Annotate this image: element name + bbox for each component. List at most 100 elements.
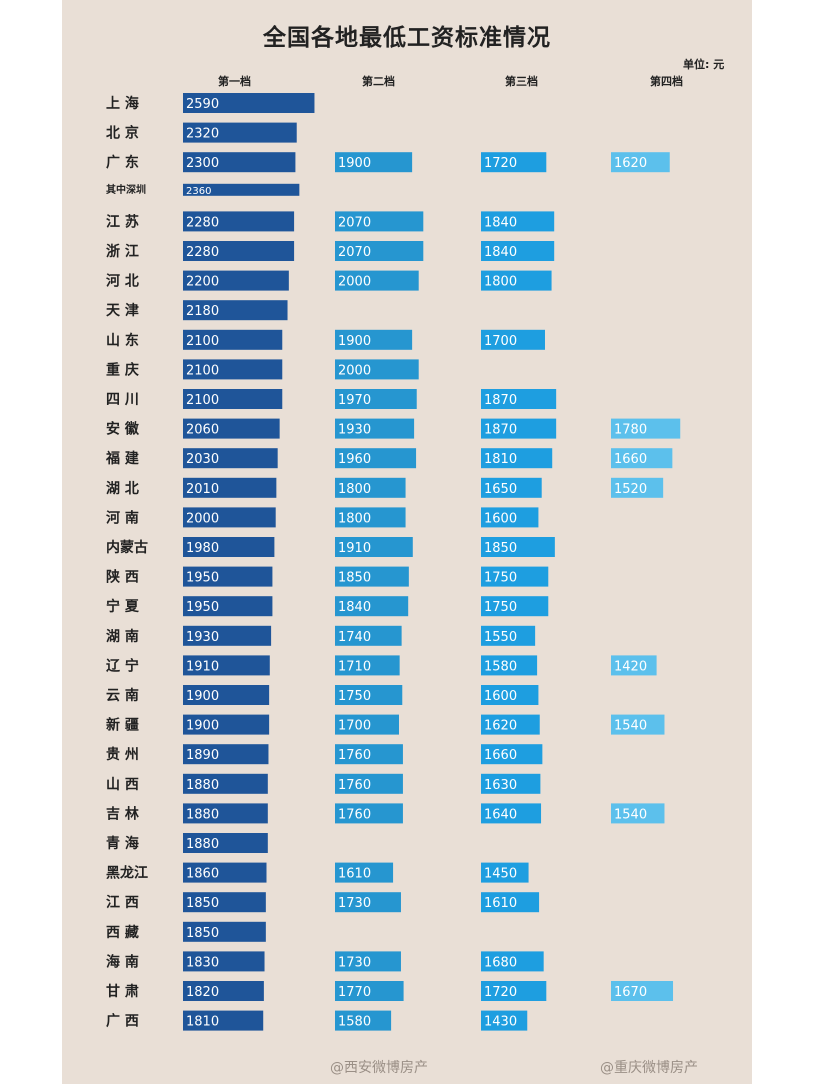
bar-2: [335, 418, 415, 439]
bar-value-label: 1610: [338, 867, 371, 882]
bar-4: [611, 477, 664, 498]
bar-3: [481, 1010, 528, 1031]
bar-value-label: 2030: [186, 452, 219, 467]
bar-4: [611, 655, 657, 676]
bar-value-label: 1900: [338, 156, 371, 171]
bar-value-label: 1550: [484, 630, 517, 645]
bar-1: [183, 1010, 264, 1031]
bar-3: [481, 389, 557, 409]
bar-1: [183, 241, 295, 261]
bar-1: [183, 477, 277, 498]
bar-value-label: 1620: [484, 719, 517, 734]
bar-2: [335, 241, 424, 261]
watermark-left: @西安微博房产: [330, 1060, 428, 1076]
bar-value-label: 2000: [338, 363, 371, 378]
bar-value-label: 1760: [338, 778, 371, 793]
row-label: 黑龙江: [106, 865, 148, 882]
row-label: 上 海: [106, 95, 139, 112]
bar-1: [183, 537, 275, 557]
row-label: 宁 夏: [106, 598, 140, 615]
bar-value-label: 1650: [484, 482, 517, 497]
bar-3: [481, 803, 542, 824]
bar-value-label: 1910: [338, 541, 371, 556]
row-label: 吉 林: [106, 805, 139, 822]
bar-value-label: 2060: [186, 423, 219, 438]
row-label: 安 徽: [106, 421, 140, 438]
bar-1: [183, 892, 266, 913]
bar-3: [481, 507, 539, 528]
bar-2: [335, 892, 401, 913]
row-label: 辽 宁: [106, 657, 139, 674]
bar-value-label: 1420: [614, 659, 647, 674]
row-label: 四 川: [106, 392, 139, 408]
bar-1: [183, 389, 283, 409]
bar-1: [183, 329, 283, 350]
bar-value-label: 1770: [338, 985, 371, 1000]
bar-value-label: 2200: [186, 275, 219, 290]
bar-value-label: 1890: [186, 748, 219, 763]
bar-1: [183, 93, 315, 113]
row-label: 其中深圳: [106, 183, 146, 196]
row-label: 湖 北: [106, 481, 139, 497]
bar-3: [481, 655, 538, 676]
bar-4: [611, 448, 673, 469]
bar-value-label: 1750: [484, 571, 517, 586]
bar-value-label: 2000: [186, 511, 219, 526]
bar-3: [481, 477, 542, 498]
bar-value-label: 1860: [186, 867, 219, 882]
bar-3: [481, 241, 555, 261]
bar-1: [183, 566, 273, 587]
row-label: 青 海: [106, 835, 139, 852]
bar-2: [335, 477, 406, 498]
bar-1: [183, 744, 269, 765]
bar-value-label: 1580: [484, 659, 517, 674]
row-label: 浙 江: [106, 243, 139, 260]
bar-2: [335, 655, 400, 676]
bar-3: [481, 685, 539, 705]
bar-3: [481, 625, 536, 646]
bar-value-label: 1600: [484, 511, 517, 526]
bar-value-label: 1600: [484, 689, 517, 704]
bar-value-label: 1850: [338, 571, 371, 586]
bar-2: [335, 448, 417, 469]
bar-3: [481, 566, 549, 587]
bar-value-label: 1870: [484, 393, 517, 408]
bar-3: [481, 714, 540, 735]
bar-value-label: 1960: [338, 452, 371, 467]
bar-4: [611, 803, 665, 824]
bar-1: [183, 655, 270, 676]
bar-2: [335, 625, 402, 646]
bar-value-label: 2280: [186, 245, 219, 260]
bar-3: [481, 329, 545, 350]
bar-1: [183, 862, 267, 883]
row-label: 甘 肃: [106, 983, 139, 1000]
bar-value-label: 2590: [186, 97, 219, 112]
bar-value-label: 1950: [186, 571, 219, 586]
bar-value-label: 1830: [186, 955, 219, 970]
row-label: 重 庆: [106, 361, 139, 378]
bar-2: [335, 685, 403, 705]
bar-value-label: 1680: [484, 955, 517, 970]
bar-3: [481, 537, 555, 557]
row-label: 福 建: [105, 450, 139, 467]
bar-2: [335, 1010, 392, 1031]
bar-value-label: 1850: [186, 896, 219, 911]
bar-1: [183, 300, 288, 321]
bar-value-label: 1930: [186, 630, 219, 645]
bar-4: [611, 418, 681, 439]
bar-2: [335, 359, 419, 380]
column-header-4: 第四档: [650, 75, 683, 88]
bar-3: [481, 951, 544, 972]
bar-value-label: 1720: [484, 156, 517, 171]
row-label: 山 西: [106, 777, 139, 793]
bar-value-label: 1840: [338, 600, 371, 615]
bar-2: [335, 803, 403, 824]
bar-value-label: 1700: [338, 719, 371, 734]
bar-value-label: 1760: [338, 807, 371, 822]
bar-value-label: 1780: [614, 423, 647, 438]
row-label: 河 北: [106, 273, 139, 290]
bar-value-label: 1430: [484, 1015, 517, 1030]
watermark-right: @重庆微博房产: [600, 1060, 698, 1076]
bar-4: [611, 714, 665, 735]
